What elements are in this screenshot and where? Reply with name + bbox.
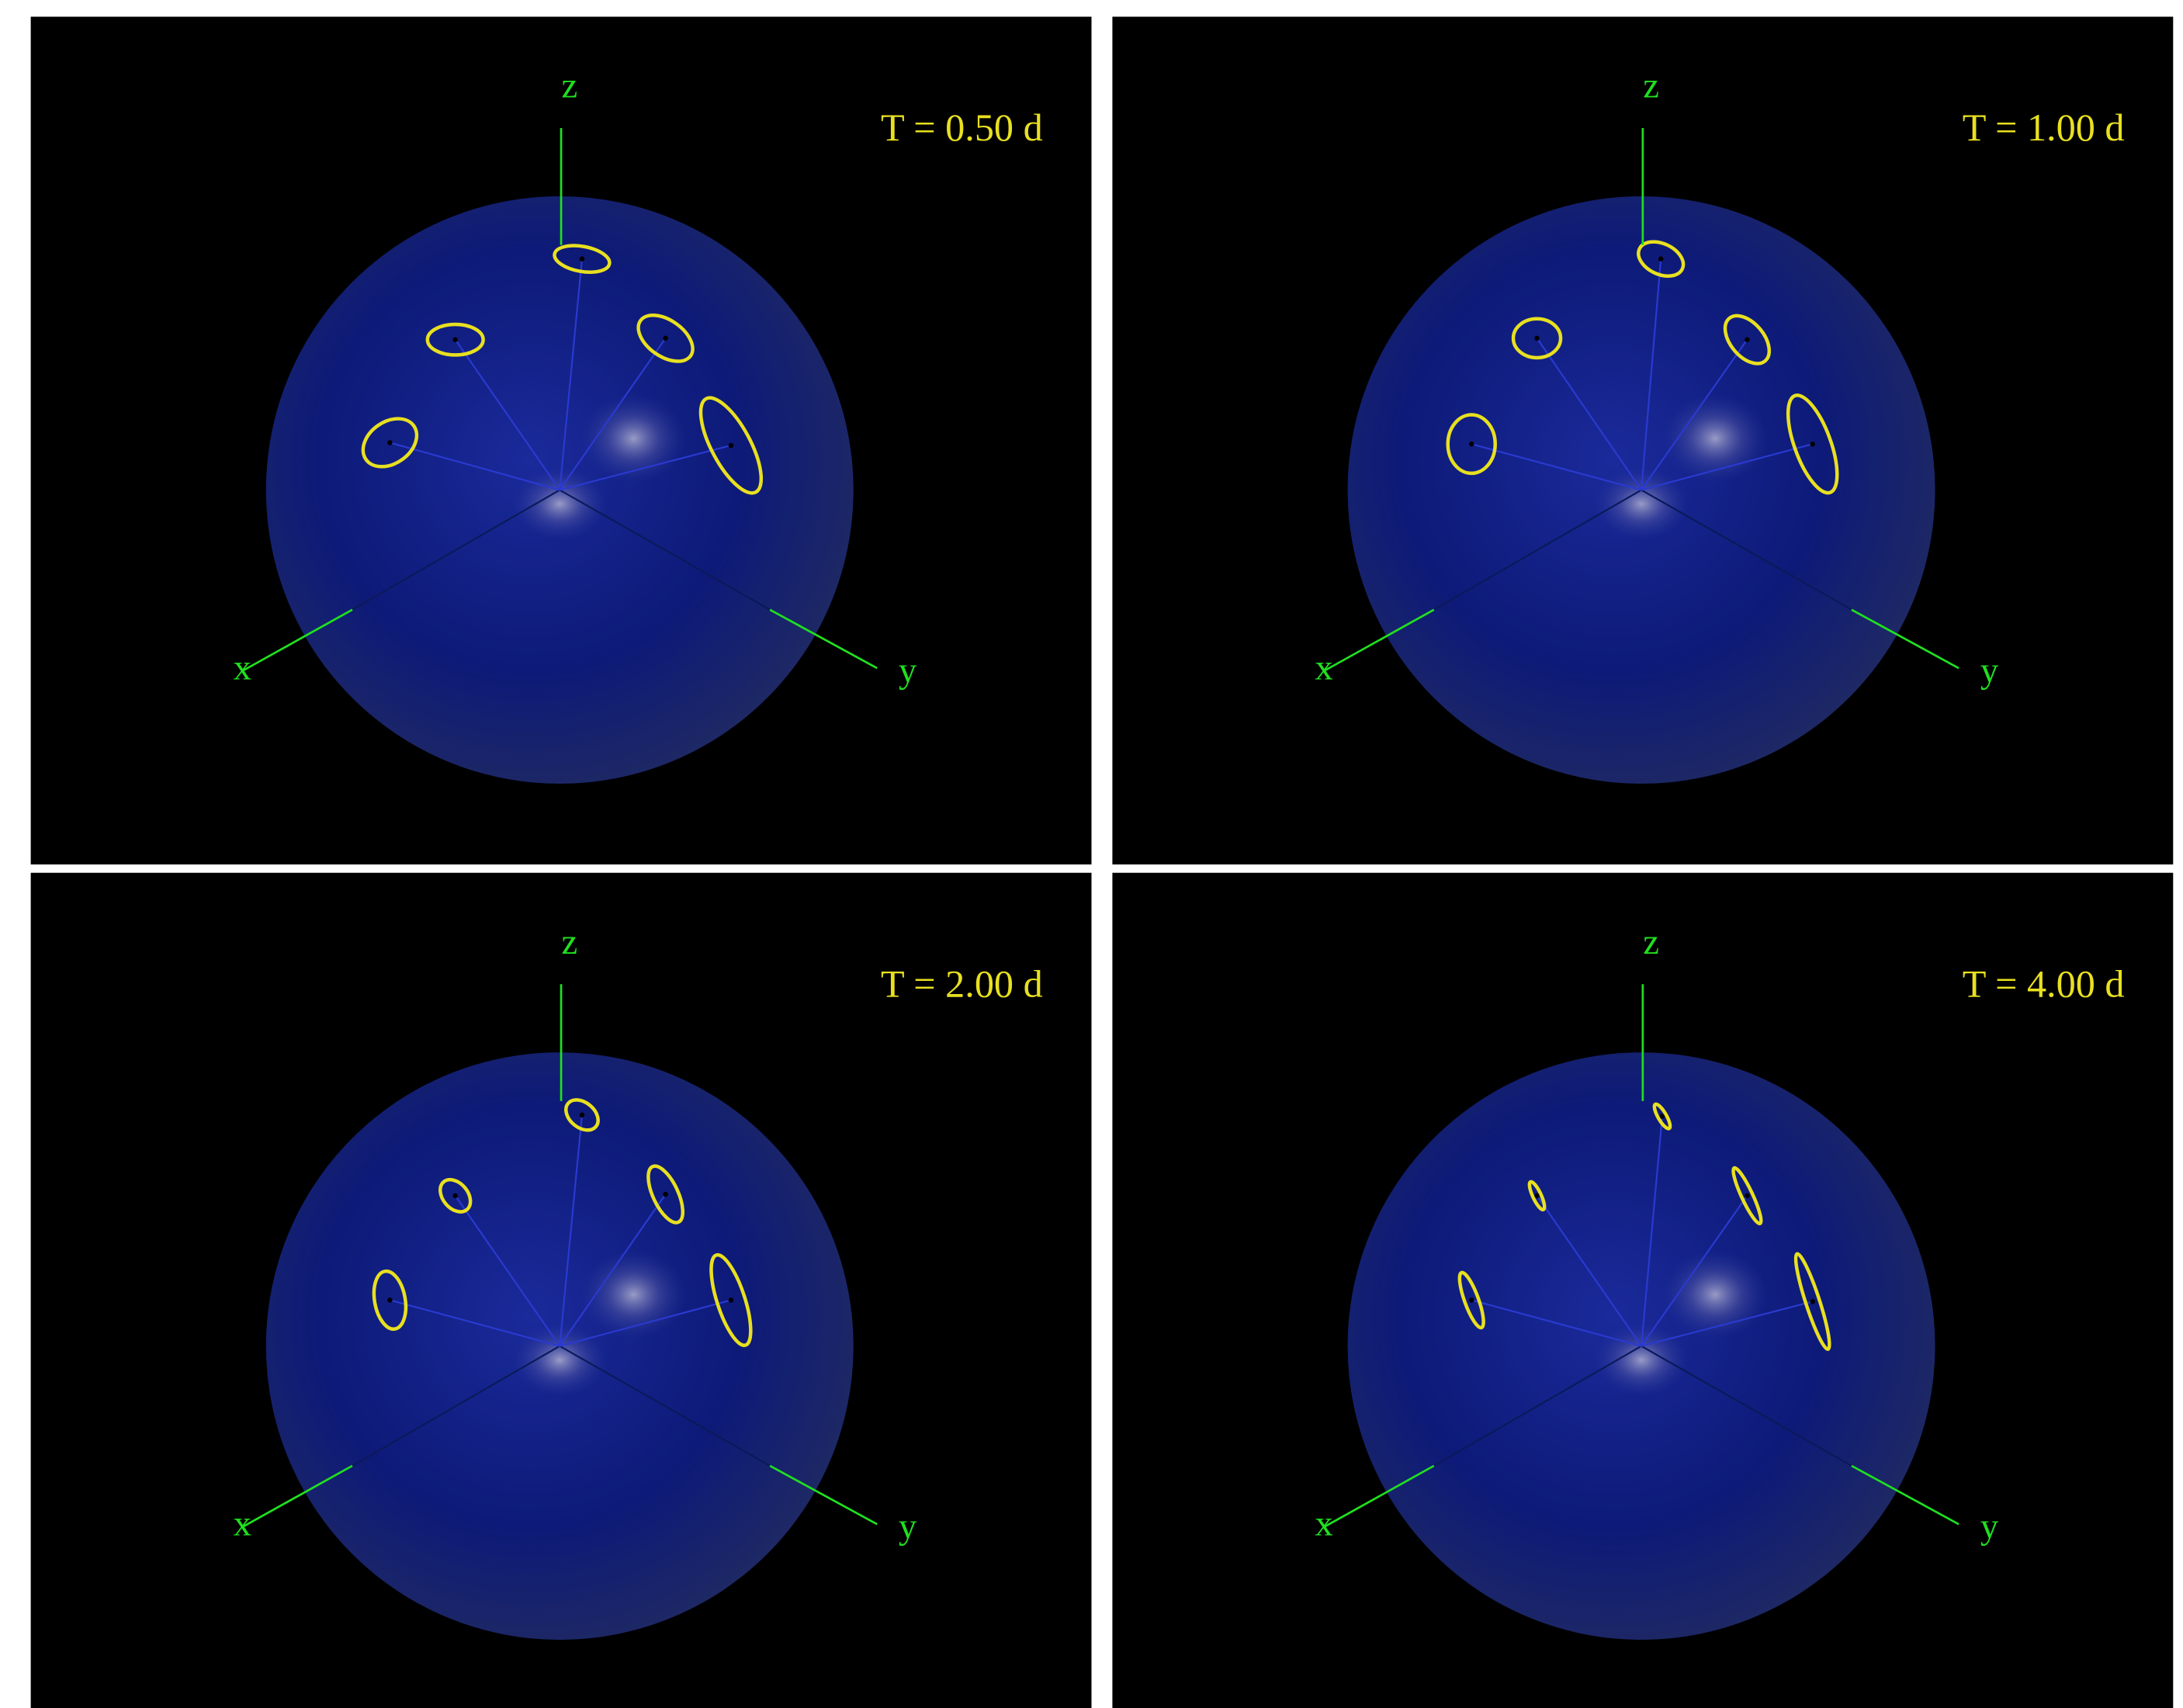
ring-center xyxy=(387,440,392,445)
time-label: T = 2.00 d xyxy=(881,961,1043,1005)
ring-center xyxy=(1745,337,1749,341)
ring-center xyxy=(387,1297,392,1302)
ring-center xyxy=(1469,1297,1474,1302)
z-label: z xyxy=(1643,66,1659,106)
z-label: z xyxy=(561,66,577,106)
highlight xyxy=(1594,468,1689,540)
panel: z x y T = 2.00 d xyxy=(31,873,1092,1708)
ring-center xyxy=(663,336,667,341)
panel: z x y T = 0.50 d xyxy=(31,17,1092,864)
y-label: y xyxy=(1980,650,1999,691)
panel: z x y T = 1.00 d xyxy=(1112,17,2173,864)
highlight xyxy=(1594,1324,1689,1396)
ring-center xyxy=(729,1297,733,1302)
highlight xyxy=(512,468,607,540)
y-label: y xyxy=(1980,1506,1999,1547)
x-label: x xyxy=(234,647,251,688)
ring-center xyxy=(1810,1299,1814,1304)
ring-center xyxy=(580,256,584,261)
y-label: y xyxy=(899,1506,917,1547)
page: Panels {"panels": [ {"label": "T = 0.50 … xyxy=(0,0,2183,1708)
ring-center xyxy=(1660,1114,1665,1118)
ring-center xyxy=(729,443,733,448)
ring-center xyxy=(1810,442,1814,446)
ring-center xyxy=(663,1192,667,1197)
panel: z x y T = 4.00 d xyxy=(1112,873,2173,1708)
figure: zxyT = 0.50 dzxyT = 1.00 dzxyT = 2.00 dz… xyxy=(0,0,2183,1708)
ring-center xyxy=(1534,336,1539,341)
time-label: T = 0.50 d xyxy=(881,106,1043,149)
ring-center xyxy=(453,1194,458,1198)
ring-center xyxy=(1658,256,1663,261)
body: zxyT = 0.50 dzxyT = 1.00 dzxyT = 2.00 dz… xyxy=(0,0,2183,1708)
ring-center xyxy=(453,337,458,341)
ring-center xyxy=(1534,1194,1539,1198)
highlight xyxy=(512,1324,607,1396)
x-label: x xyxy=(1315,647,1332,688)
ring-center xyxy=(1745,1194,1749,1198)
x-label: x xyxy=(1315,1504,1332,1544)
time-label: T = 4.00 d xyxy=(1963,961,2125,1005)
z-label: z xyxy=(561,922,577,962)
ring-center xyxy=(1469,442,1474,446)
y-label: y xyxy=(899,650,917,691)
x-label: x xyxy=(234,1504,251,1544)
ring-center xyxy=(580,1113,584,1117)
time-label: T = 1.00 d xyxy=(1963,106,2125,149)
z-label: z xyxy=(1643,922,1659,962)
